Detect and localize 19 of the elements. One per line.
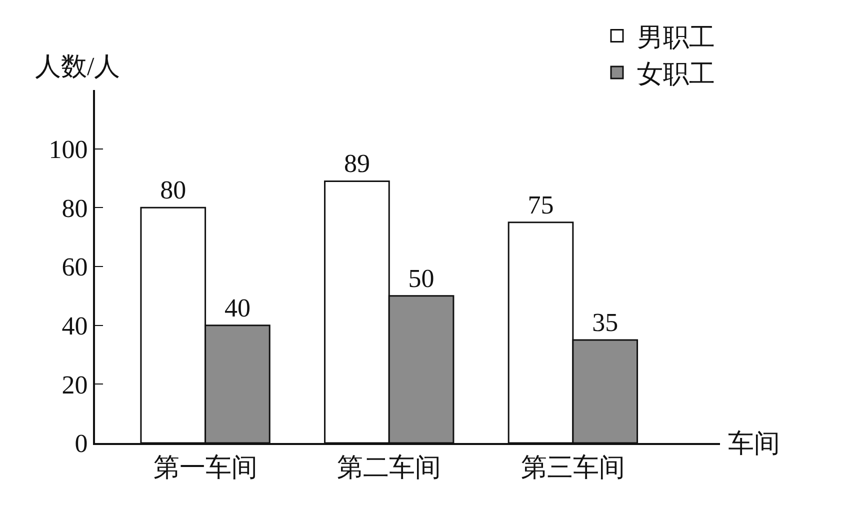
- y-tick-label: 60: [62, 252, 88, 282]
- data-label: 80: [160, 176, 186, 205]
- legend-label: 男职工: [637, 22, 715, 52]
- data-label: 75: [528, 190, 554, 220]
- x-tick-label: 第二车间: [337, 453, 442, 482]
- data-label: 89: [344, 149, 370, 178]
- y-tick-label: 40: [62, 311, 88, 340]
- y-tick-label: 100: [48, 134, 88, 164]
- y-tick-label: 80: [62, 194, 88, 223]
- y-tick-label: 0: [74, 429, 88, 458]
- y-axis-title: 人数/人: [35, 52, 120, 81]
- x-axis-title: 车间: [728, 429, 780, 458]
- x-tick-label: 第三车间: [520, 453, 625, 482]
- data-label: 35: [592, 308, 618, 338]
- data-label: 40: [224, 293, 250, 322]
- data-label: 50: [408, 264, 434, 293]
- y-tick-label: 20: [62, 370, 88, 400]
- x-tick-label: 第一车间: [153, 453, 258, 482]
- legend-label: 女职工: [637, 60, 715, 89]
